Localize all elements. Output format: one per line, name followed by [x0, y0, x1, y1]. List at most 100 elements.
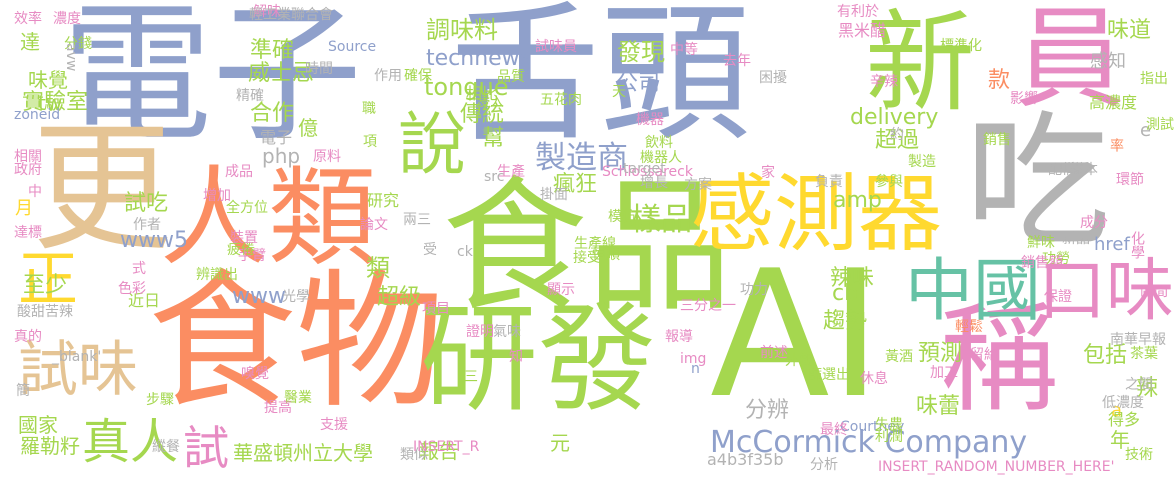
word-a: a: [1111, 400, 1123, 421]
word-canyu: 參與: [875, 174, 903, 190]
word-target: target: [623, 161, 666, 177]
word-shiweiyuan: 試味員: [535, 39, 577, 55]
word-ceshi: 測試: [1146, 117, 1174, 133]
word-ck: ck: [457, 244, 473, 260]
word-dabiao: 達標: [14, 225, 42, 241]
word-huanjie: 環節: [1116, 172, 1144, 188]
word-yuanliao: 原料: [313, 149, 341, 165]
word-xinpin: 新品: [1062, 231, 1090, 247]
word-shipin: 食品: [442, 163, 732, 332]
word-shijian: 時間: [305, 61, 333, 77]
word-xiaoshou: 銷售: [983, 132, 1011, 148]
word-blank: _blank': [52, 349, 102, 365]
word-jia: 家: [761, 165, 775, 181]
word-yingxiang: 影響: [1010, 91, 1038, 107]
word-dianzi-small: 電子: [260, 128, 293, 147]
word-chaoguo: 超過: [875, 128, 920, 153]
word-suantiankula: 酸甜苦辣: [17, 304, 73, 320]
word-renlei: 人類: [160, 156, 377, 281]
word-fengkuang: 瘋狂: [553, 172, 598, 197]
word-www: www: [232, 284, 286, 309]
word-shi: 試: [183, 421, 229, 475]
word-zuoyong: 作用: [374, 68, 402, 84]
word-yi: 億: [298, 116, 318, 140]
word-yuan: 員: [996, 0, 1124, 110]
word-chuantong: 傳統: [460, 102, 505, 127]
word-shuo: 說: [398, 106, 467, 185]
word-src: src: [484, 169, 505, 185]
word-shengchan: 生產: [497, 164, 525, 180]
word-kuan: 款: [988, 68, 1011, 93]
word-dianzi-large: 電子: [62, 0, 363, 162]
word-huaxue: 化學: [1129, 231, 1145, 259]
word-biaozhunhua: 標準化: [940, 38, 982, 54]
word-delivery: delivery: [850, 105, 939, 130]
word-hezuo: 合作: [250, 101, 295, 126]
word-jian: 簡: [16, 383, 30, 399]
word-lei: 類: [366, 254, 390, 282]
word-zhengming: 證明: [466, 324, 494, 340]
word-xin: 新: [865, 0, 975, 127]
word-waiguan: 外觀: [785, 353, 813, 369]
word-quebao: 確保: [404, 68, 432, 84]
word-fenqian: 分錢: [64, 36, 92, 52]
word-qingsong: 輕鬆: [955, 319, 983, 335]
word-insert-random: INSERT_RANDOM_NUMBER_HERE': [878, 459, 1115, 475]
word-source: Source: [328, 39, 377, 55]
word-jiqiren: 機器人: [640, 150, 682, 166]
word-schlossareck: Schlossareck: [602, 164, 693, 180]
word-baogao: 報告: [419, 439, 459, 463]
word-zhizaoshang: 製造商: [535, 140, 628, 176]
word-zhiyuan: 支援: [320, 417, 348, 433]
word-deduo: 得多: [1108, 410, 1141, 429]
word-ganzhi: 感知: [1090, 51, 1126, 72]
word-cheng: 稱: [940, 290, 1059, 428]
word-chaoji: 超級: [377, 285, 422, 310]
word-bang: 幫: [482, 126, 505, 151]
word-php: php: [262, 144, 301, 168]
word-youliyu: 有利於: [837, 4, 879, 20]
word-zhengfu: 政府: [14, 162, 42, 178]
word-courtney: Courtney: [840, 419, 905, 435]
word-www5: www5: [120, 228, 188, 253]
word-yiye: 醫業: [284, 390, 312, 406]
word-zuizhong: 最終: [820, 422, 848, 438]
word-weidao: 味道: [1107, 18, 1152, 43]
word-yuan-currency: 元: [550, 431, 570, 455]
word-tian: 天: [612, 84, 626, 100]
word-a4b3f35b: a4b3f35b: [707, 450, 784, 469]
word-jingque: 精確: [236, 88, 264, 104]
word-wuhuarou: 五花肉: [540, 92, 582, 108]
word-sanfenzhiyi: 三分之一: [680, 298, 736, 314]
word-zhuangzhi: 裝置: [230, 230, 258, 246]
word-n: n: [691, 361, 700, 377]
word-ganceqi: 感測器: [690, 165, 943, 263]
word-weilei: 味蕾: [916, 394, 961, 419]
word-buzhou: 步驟: [146, 392, 174, 408]
word-qushi: 趨勢: [823, 309, 868, 334]
word-zuozhe: 作者: [133, 217, 161, 233]
word-xiangguan: 相關: [14, 149, 42, 165]
word-liugei: 留給: [970, 347, 998, 363]
word-chengpin: 成品: [225, 164, 253, 180]
word-huashengdun: 華盛頓州立大學: [233, 441, 373, 465]
word-xiaoshoue: 銷售額: [1021, 255, 1063, 271]
word-ai: AI: [710, 234, 882, 437]
word-shichi: 試吃: [124, 191, 169, 216]
word-tiaoweiliao: 調味料: [426, 16, 498, 44]
word-tongue: tongue: [424, 73, 509, 101]
word-yinliao: 飲料: [645, 135, 673, 151]
word-amp: amp: [833, 188, 882, 213]
word-shiwu: 食物: [148, 256, 444, 428]
word-jinri: 近日: [128, 291, 161, 310]
word-yue-approx: 約: [890, 127, 904, 143]
word-peibei: 配備: [1048, 162, 1076, 178]
word-faxian: 發現: [617, 38, 665, 66]
word-lunwen: 論文: [360, 217, 388, 233]
word-jiqi: 機器: [636, 112, 664, 128]
word-zhong-small: 中: [28, 184, 42, 200]
word-gonglao: 功勞: [1042, 251, 1070, 267]
word-fenxi: 分析: [810, 457, 838, 473]
word-shinong: 失農: [875, 417, 903, 433]
word-lirun: 利潤: [875, 429, 903, 445]
